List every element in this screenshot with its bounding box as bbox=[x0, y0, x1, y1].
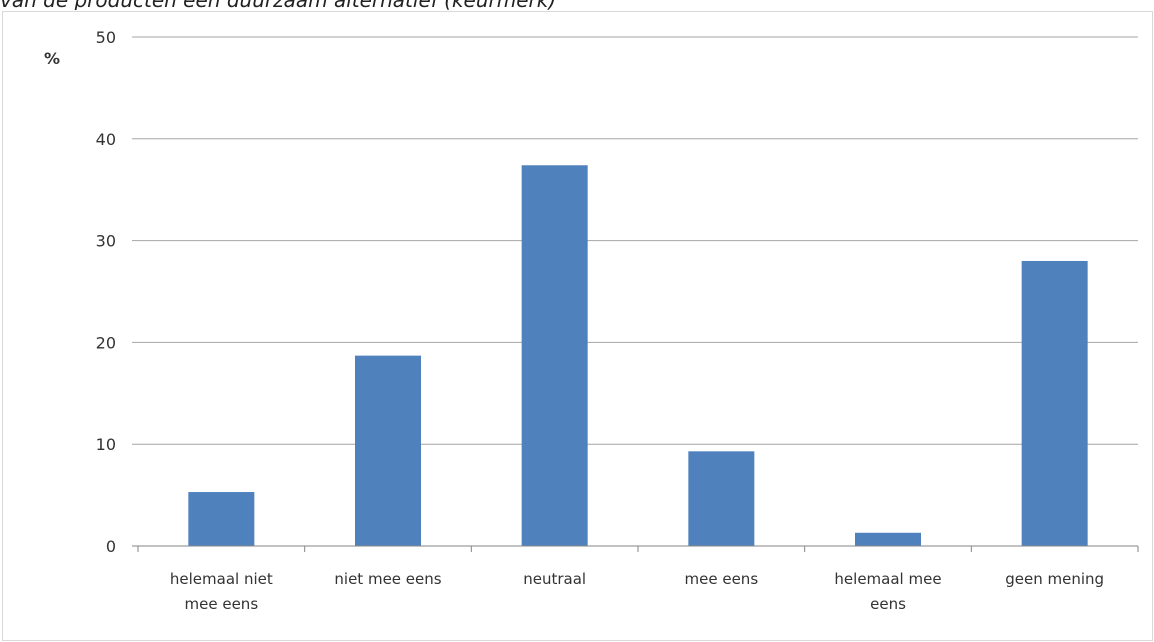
chart-caption: van de producten een duurzaam alternatie… bbox=[0, 0, 1154, 10]
bars bbox=[188, 165, 1088, 546]
x-tick-labels: helemaal niet mee eens niet mee eens neutra… bbox=[170, 570, 1104, 613]
x-tick-label: helemaal mee eens bbox=[834, 570, 941, 613]
y-tick-label: 50 bbox=[96, 28, 116, 47]
y-tick-labels: 0 10 20 30 40 50 bbox=[96, 28, 116, 556]
bar bbox=[1021, 260, 1088, 546]
bar bbox=[521, 165, 588, 546]
y-tick-label: 30 bbox=[96, 232, 116, 251]
bar bbox=[188, 492, 255, 546]
x-tick-label: niet mee eens bbox=[334, 570, 441, 588]
x-tick-label: neutraal bbox=[523, 570, 586, 588]
bar bbox=[355, 355, 421, 546]
y-axis-label: % bbox=[44, 49, 60, 68]
y-tick-label: 40 bbox=[96, 130, 116, 149]
x-tick-label: geen mening bbox=[1005, 570, 1104, 588]
y-tick-label: 0 bbox=[106, 537, 116, 556]
x-axis bbox=[132, 545, 1139, 552]
bar bbox=[855, 532, 921, 546]
x-tick-label: helemaal niet mee eens bbox=[170, 570, 273, 613]
x-tick-label: mee eens bbox=[685, 570, 759, 588]
gridlines bbox=[132, 36, 1138, 445]
y-tick-label: 10 bbox=[96, 435, 116, 454]
y-tick-label: 20 bbox=[96, 333, 116, 352]
bar bbox=[688, 451, 755, 546]
